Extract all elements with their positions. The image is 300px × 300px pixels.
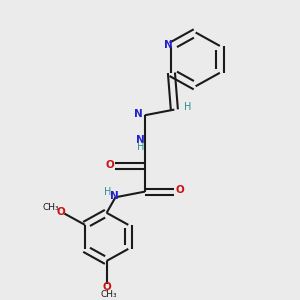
Text: N: N	[136, 135, 145, 145]
Text: N: N	[110, 191, 118, 201]
Text: N: N	[164, 40, 172, 50]
Text: CH₃: CH₃	[101, 290, 117, 299]
Text: CH₃: CH₃	[43, 203, 59, 212]
Text: N: N	[134, 109, 143, 118]
Text: H: H	[104, 187, 112, 197]
Text: O: O	[56, 207, 65, 217]
Text: O: O	[106, 160, 115, 170]
Text: H: H	[184, 102, 191, 112]
Text: O: O	[175, 185, 184, 196]
Text: O: O	[102, 282, 111, 292]
Text: H: H	[137, 142, 144, 152]
